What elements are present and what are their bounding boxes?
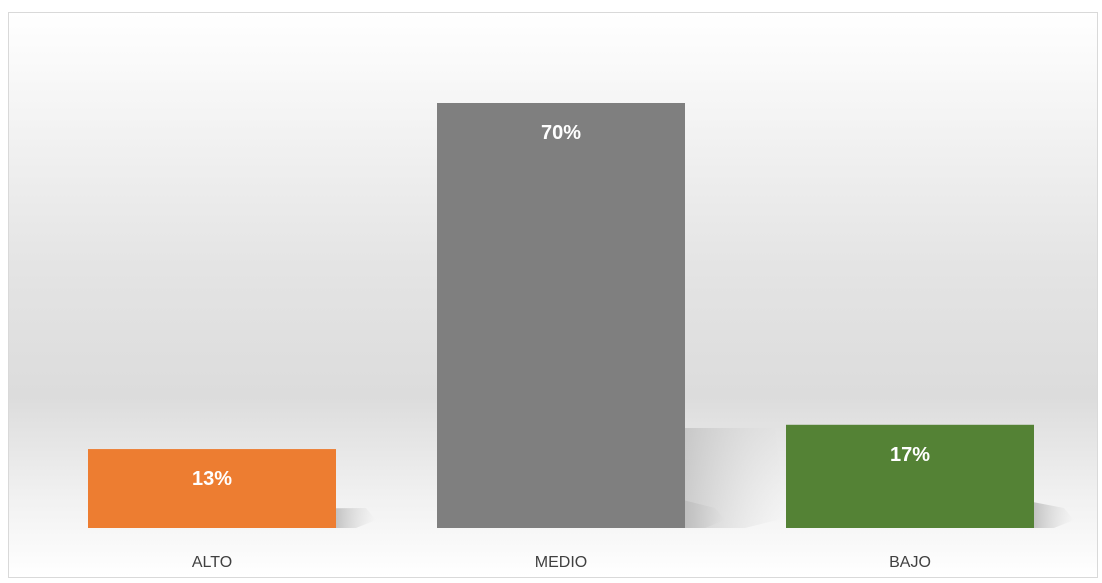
bar-shadows — [336, 428, 1074, 528]
data-label-medio: 70% — [541, 122, 581, 144]
data-labels: 13% 70% 17% — [192, 122, 930, 490]
data-label-alto: 13% — [192, 468, 232, 490]
bar-bajo[interactable] — [786, 424, 1034, 528]
x-tick-label-medio: MEDIO — [535, 554, 587, 571]
data-label-bajo: 17% — [890, 444, 930, 466]
bar-shadow-bajo — [1034, 502, 1074, 528]
bar-chart: 13% 70% 17% ALTO MEDIO BAJO — [88, 103, 1074, 571]
x-axis-tick-labels: ALTO MEDIO BAJO — [192, 554, 931, 571]
bar-shadow-extended-medio — [685, 428, 785, 528]
x-tick-label-bajo: BAJO — [889, 554, 931, 571]
bars — [88, 103, 1034, 528]
bar-alto[interactable] — [88, 449, 336, 528]
bar-medio[interactable] — [437, 103, 685, 528]
chart-frame: 13% 70% 17% ALTO MEDIO BAJO — [8, 12, 1098, 578]
bar-shadow-alto — [336, 508, 376, 528]
x-tick-label-alto: ALTO — [192, 554, 232, 571]
